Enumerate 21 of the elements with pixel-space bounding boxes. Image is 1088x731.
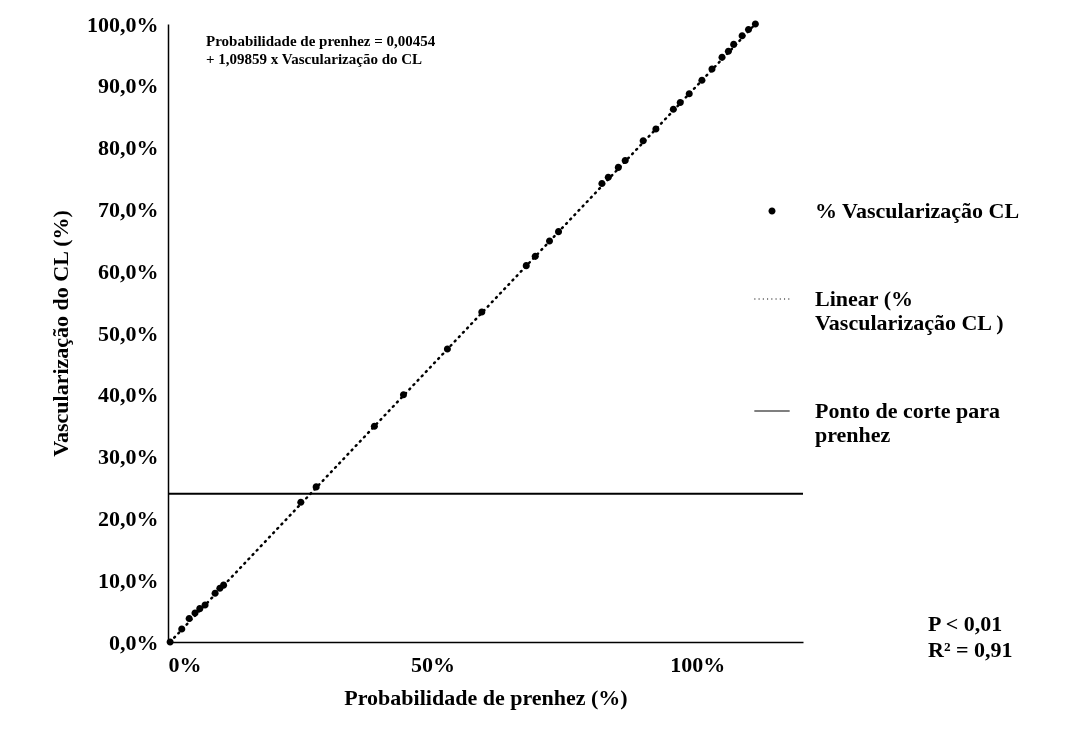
- y-axis-title: Vascularização do CL (%): [48, 210, 73, 457]
- x-tick-label: 100%: [670, 651, 726, 677]
- y-tick-label: 10,0%: [98, 567, 159, 593]
- annotation: Probabilidade de prenhez = 0,00454 + 1,09859 x Vascularização do CL: [206, 33, 436, 67]
- x-tick-label: 50%: [411, 651, 456, 677]
- legend-label: % Vascularização CL: [815, 198, 1020, 223]
- y-tick-label: 90,0%: [98, 73, 159, 99]
- y-tick-label: 100,0%: [87, 11, 159, 37]
- y-tick-label: 60,0%: [98, 258, 159, 284]
- x-tick-label: 0%: [168, 651, 202, 677]
- text: P < 0,01 R² = 0,91: [928, 611, 1013, 663]
- y-tick-label: 30,0%: [98, 444, 159, 470]
- y-tick-label: 50,0%: [98, 320, 159, 346]
- y-tick-label: 40,0%: [98, 382, 159, 408]
- y-tick-label: 70,0%: [98, 196, 159, 222]
- y-tick-label: 80,0%: [98, 135, 159, 161]
- y-tick-label: 0,0%: [109, 629, 159, 655]
- y-tick-label: 20,0%: [98, 505, 159, 531]
- x-axis-title: Probabilidade de prenhez (%): [344, 684, 628, 710]
- legend-label: Linear (% Vascularização CL ): [815, 286, 1004, 335]
- legend-label: Ponto de corte para prenhez: [815, 398, 1001, 447]
